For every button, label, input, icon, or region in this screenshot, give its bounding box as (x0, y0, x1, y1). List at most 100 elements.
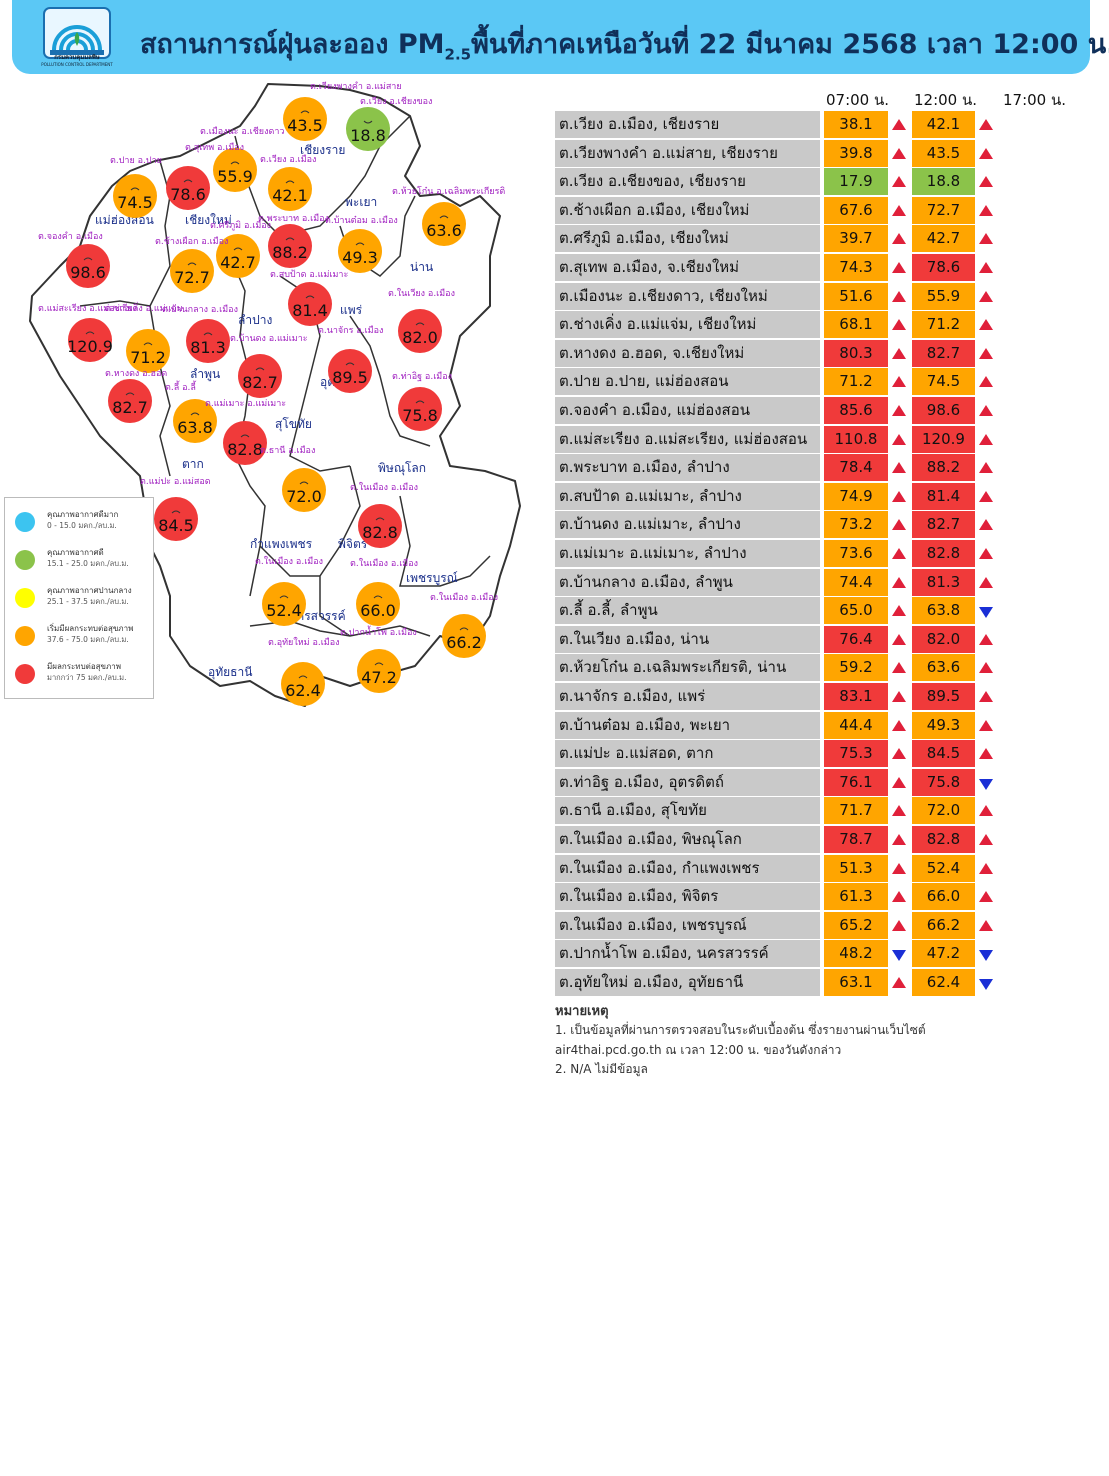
station-marker: ต.เวียง อ.เชียงของ 18.8 (346, 96, 432, 151)
province-label: พิษณุโลก (378, 461, 426, 476)
trend-1200-icon (979, 919, 993, 931)
station-marker: ต.เมืองนะ อ.เชียงดาว 55.9 (200, 126, 284, 192)
province-label: กำแพงเพชร (250, 537, 313, 551)
legend-item: คุณภาพอากาศดี 15.1 - 25.0 มคก./ลบ.ม. (5, 542, 153, 578)
pm25-bubble (68, 318, 112, 362)
station-name: ต.นาจักร อ.เมือง, แพร่ (555, 683, 820, 710)
value-0700: 76.1 (824, 768, 888, 796)
table-row: ต.ศรีภูมิ อ.เมือง, เชียงใหม่ 39.7 42.7 (555, 225, 995, 253)
station-name: ต.บ้านกลาง อ.เมือง, ลำพูน (555, 568, 820, 596)
pm25-value: 84.5 (158, 516, 194, 535)
face-icon (190, 412, 200, 416)
station-label: ต.เมืองนะ อ.เชียงดาว (200, 126, 284, 137)
station-label: ต.เวียงพางคำ อ.แม่สาย (310, 81, 402, 92)
station-name: ต.แม่ปะ อ.แม่สอด, ตาก (555, 740, 820, 768)
trend-0700-icon (892, 919, 906, 931)
table-row: ต.ธานี อ.เมือง, สุโขทัย 71.7 72.0 (555, 797, 995, 825)
table-row: ต.แม่เมาะ อ.แม่เมาะ, ลำปาง 73.6 82.8 (555, 540, 995, 567)
pm25-bubble (262, 582, 306, 626)
station-marker: ต.ลี้ อ.ลี้ 63.8 (165, 380, 217, 443)
value-1200: 42.1 (912, 111, 975, 138)
station-label: ต.นาจักร อ.เมือง (318, 325, 383, 336)
time-header-0700: 07:00 น. (826, 91, 890, 109)
face-icon (299, 481, 309, 485)
province-label: ลำปาง (238, 313, 272, 327)
value-1200: 55.9 (912, 282, 975, 310)
notes-line-3: 2. N/A ไม่มีข้อมูล (555, 1062, 648, 1076)
value-0700: 38.1 (824, 111, 888, 138)
face-icon (459, 627, 469, 631)
pm25-bubble (288, 282, 332, 326)
trend-0700-icon (892, 490, 906, 502)
value-0700: 71.7 (824, 797, 888, 825)
pm25-value: 81.3 (190, 338, 226, 357)
station-marker: ต.จองคำ อ.เมือง 98.6 (38, 231, 110, 288)
pm25-value: 43.5 (287, 116, 323, 135)
legend-item: คุณภาพอากาศดีมาก 0 - 15.0 มคก./ลบ.ม. (5, 504, 153, 540)
station-label: ต.อุทัยใหม่ อ.เมือง (268, 637, 340, 648)
pm25-bubble (422, 202, 466, 246)
value-1200: 43.5 (912, 139, 975, 167)
pm25-value: 72.0 (286, 487, 322, 506)
pm25-bubble (442, 614, 486, 658)
table-row: ต.บ้านต๋อม อ.เมือง, พะเยา 44.4 49.3 (555, 711, 995, 739)
station-name: ต.เวียง อ.เชียงของ, เชียงราย (555, 168, 820, 196)
trend-1200-icon (979, 204, 993, 216)
station-label: ต.พระบาท อ.เมือง (258, 213, 329, 224)
trend-1200-icon (979, 176, 993, 188)
province-label: เพชรบูรณ์ (406, 571, 458, 586)
value-1200: 88.2 (912, 454, 975, 482)
legend-color-dot (15, 550, 35, 570)
face-icon (363, 120, 373, 124)
station-label: ต.ช่างเคิ่ง อ.แม่แจ่ม (105, 301, 183, 314)
value-0700: 110.8 (824, 425, 888, 453)
station-marker: ต.ช่างเคิ่ง อ.แม่แจ่ม 71.2 (105, 301, 183, 373)
pm25-value: 81.4 (292, 301, 328, 320)
pm25-value: 89.5 (332, 368, 368, 387)
pm25-value: 66.0 (360, 601, 396, 620)
value-1200: 71.2 (912, 311, 975, 339)
trend-1200-icon (979, 490, 993, 502)
trend-1200-icon (979, 805, 993, 817)
pm25-bubble (113, 174, 157, 218)
trend-1200-icon (979, 147, 993, 159)
trend-1200-icon (979, 119, 993, 130)
value-1200: 66.0 (912, 883, 975, 911)
page-title: สถานการณ์ฝุ่นละออง PM2.5พื้นที่ภาคเหนือว… (140, 22, 1109, 65)
face-icon (355, 242, 365, 246)
value-0700: 44.4 (824, 711, 888, 739)
face-icon (285, 180, 295, 184)
value-0700: 74.4 (824, 568, 888, 596)
face-icon (300, 110, 310, 114)
station-marker: ต.ท่าอิฐ อ.เมือง 75.8 (392, 371, 452, 431)
table-row: ต.พระบาท อ.เมือง, ลำปาง 78.4 88.2 (555, 454, 995, 482)
face-icon (279, 595, 289, 599)
station-name: ต.ช้างเผือก อ.เมือง, เชียงใหม่ (555, 196, 820, 224)
station-label: ต.ในเมือง อ.เมือง (255, 556, 323, 567)
pm25-bubble (213, 148, 257, 192)
trend-1200-icon (979, 719, 993, 731)
pm25-bubble (282, 468, 326, 512)
value-0700: 68.1 (824, 311, 888, 339)
trend-1200-icon (979, 433, 993, 445)
trend-0700-icon (892, 262, 906, 273)
pm25-value: 52.4 (266, 601, 302, 620)
station-name: ต.ในเมือง อ.เมือง, พิษณุโลก (555, 826, 820, 853)
trend-0700-icon (892, 433, 906, 445)
face-icon (233, 247, 243, 251)
station-label: ต.ปากน้ำโพ อ.เมือง (340, 625, 417, 638)
station-name: ต.บ้านต๋อม อ.เมือง, พะเยา (555, 711, 820, 739)
station-name: ต.ช่างเคิ่ง อ.แม่แจ่ม, เชียงใหม่ (555, 311, 820, 339)
value-0700: 39.7 (824, 225, 888, 253)
value-0700: 74.9 (824, 482, 888, 510)
value-1200: 47.2 (912, 940, 975, 968)
face-icon (415, 322, 425, 326)
pm25-bubble (268, 167, 312, 211)
station-marker: ต.ในเมือง อ.เมือง 66.0 (350, 558, 418, 626)
legend-item: มีผลกระทบต่อสุขภาพ มากกว่า 75 มคก./ลบ.ม. (5, 656, 153, 692)
table-row: ต.ห้วยโก๋น อ.เฉลิมพระเกียรติ, น่าน 59.2 63… (555, 654, 995, 682)
value-1200: 75.8 (912, 768, 975, 796)
table-row: ต.ปาย อ.ปาย, แม่ฮ่องสอน 71.2 74.5 (555, 368, 995, 396)
legend-title: คุณภาพอากาศดี (47, 548, 104, 557)
